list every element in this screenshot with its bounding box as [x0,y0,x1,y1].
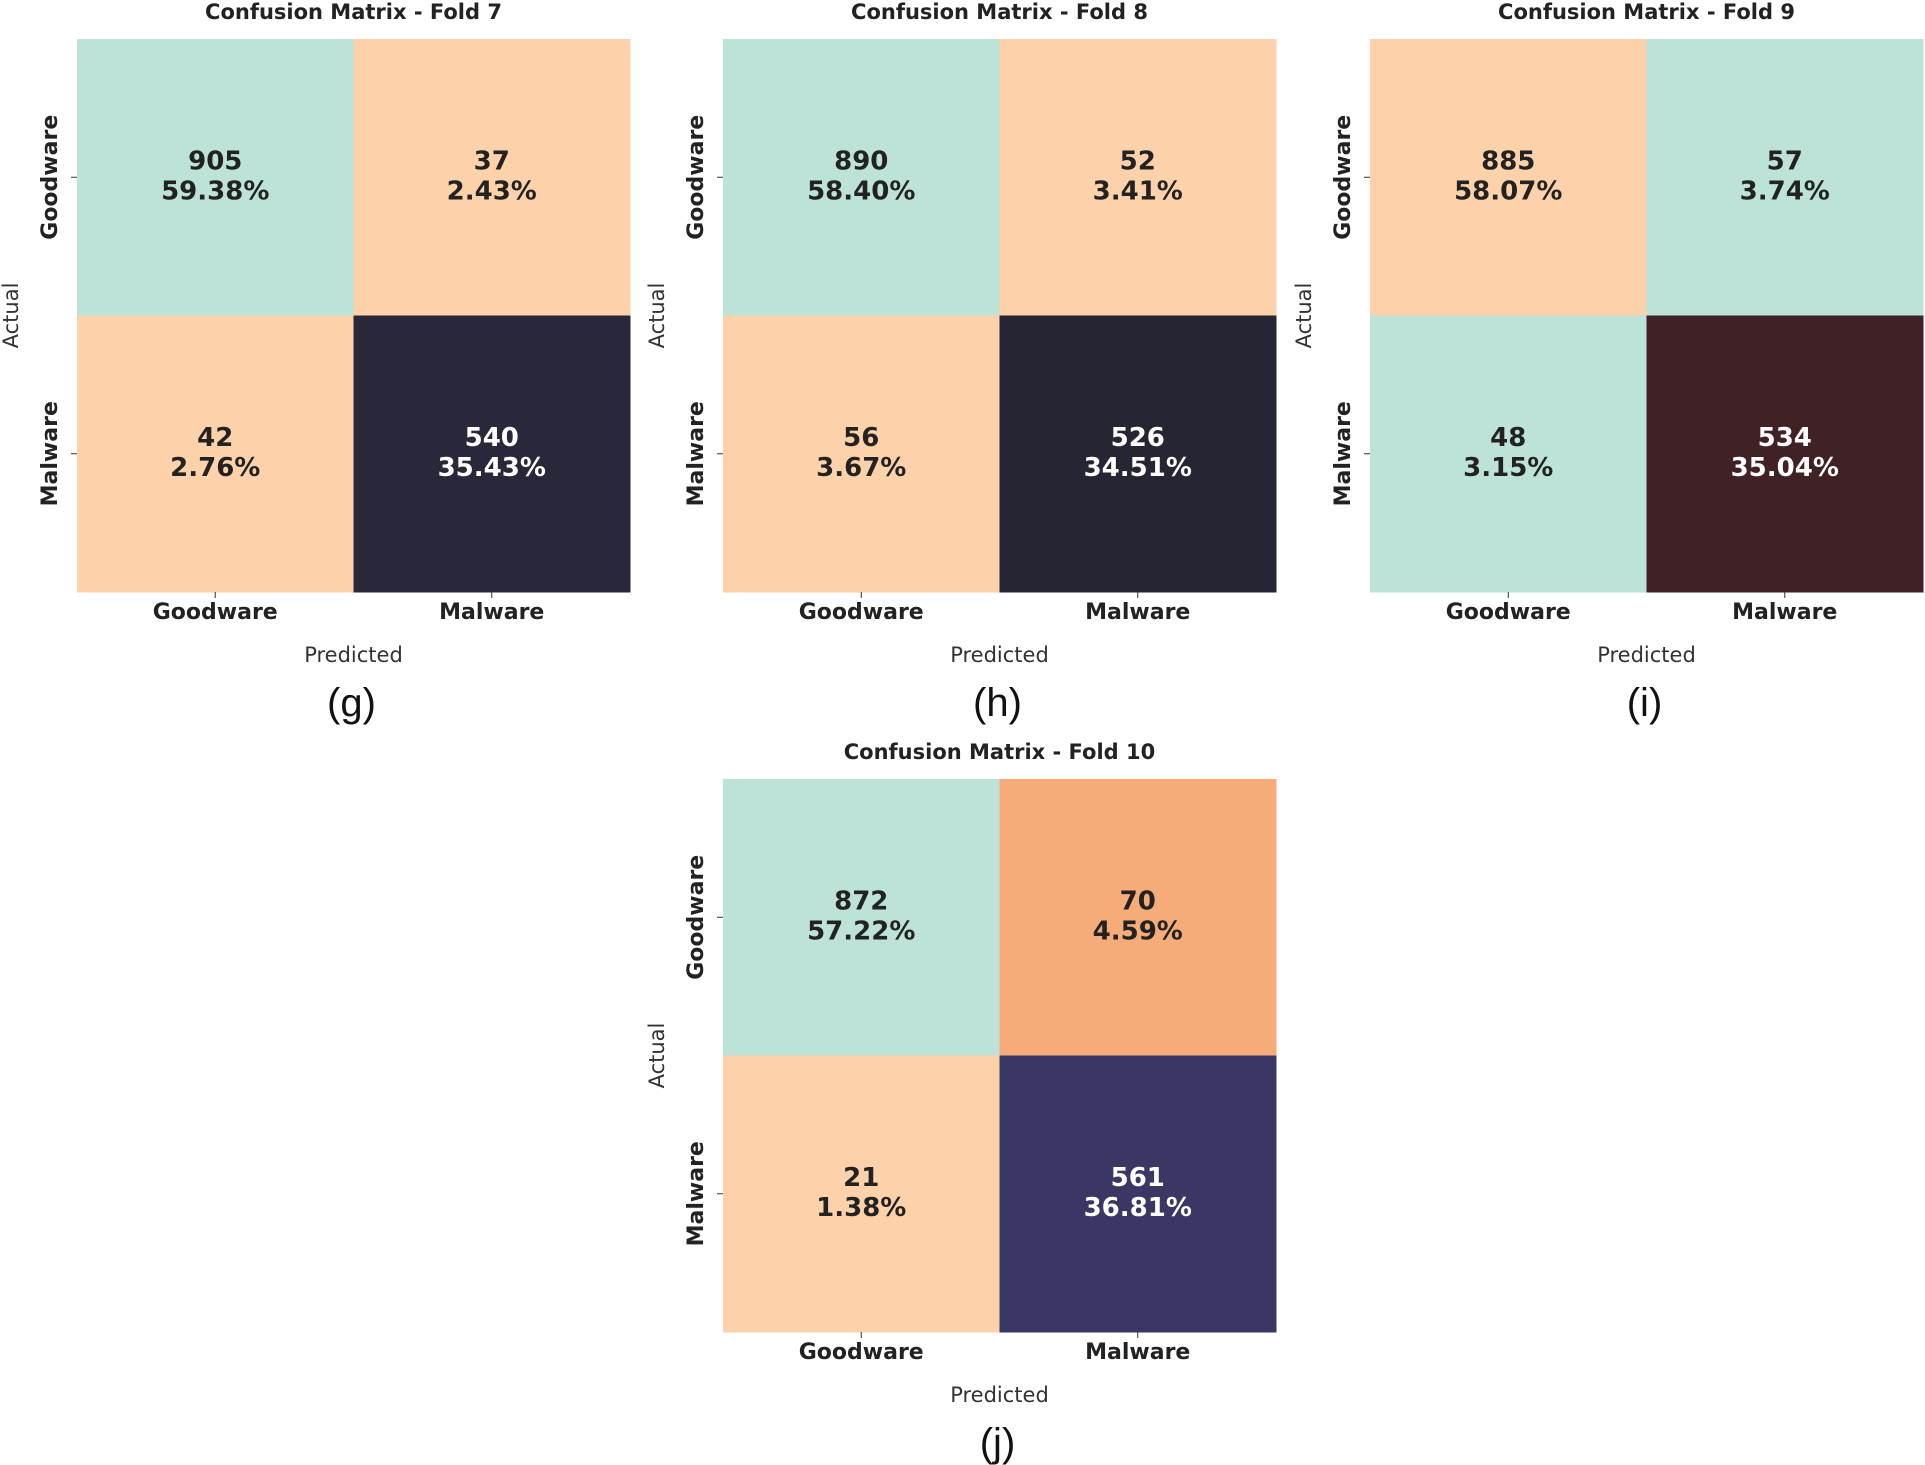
cell-percentage-label: 4.59% [1093,916,1183,946]
cell-count-label: 890 [834,146,888,176]
heatmap-cell-goodware-goodware [723,39,1000,316]
subfigure-caption: (j) [980,1421,1016,1465]
cell-percentage-label: 58.07% [1454,176,1562,206]
cell-count-label: 48 [1490,423,1526,453]
cell-percentage-label: 3.67% [816,453,906,483]
cell-percentage-label: 35.04% [1731,453,1839,483]
cell-percentage-label: 2.43% [447,176,537,206]
heatmap-cell-goodware-malware [1646,39,1924,316]
y-tick-label: Goodware [38,115,63,240]
heatmap-cell-malware-malware [999,315,1277,593]
cell-count-label: 561 [1111,1163,1165,1193]
y-tick-label: Malware [684,401,709,506]
heatmap-cell-goodware-malware [999,39,1277,316]
cell-percentage-label: 57.22% [807,916,915,946]
cell-percentage-label: 1.38% [816,1193,906,1223]
cell-percentage-label: 58.40% [807,176,915,206]
cell-count-label: 872 [834,886,888,916]
x-tick-label: Goodware [153,600,278,625]
y-tick-label: Goodware [1331,115,1356,240]
chart-title: Confusion Matrix - Fold 10 [844,740,1156,764]
cell-percentage-label: 3.41% [1093,176,1183,206]
cell-count-label: 885 [1481,146,1535,176]
x-tick-label: Malware [1085,600,1190,625]
chart-title: Confusion Matrix - Fold 8 [851,0,1148,24]
heatmap-cell-goodware-malware [999,779,1277,1056]
cell-percentage-label: 3.74% [1740,176,1830,206]
x-axis-label: Predicted [304,643,403,667]
heatmap-cell-goodware-malware [353,39,631,316]
cell-percentage-label: 35.43% [438,453,546,483]
x-tick-label: Goodware [1446,600,1571,625]
cell-count-label: 42 [197,423,233,453]
heatmap-cell-malware-goodware [723,315,1000,593]
heatmap-cell-malware-malware [999,1055,1277,1333]
chart-title: Confusion Matrix - Fold 7 [205,0,502,24]
cell-count-label: 56 [843,423,879,453]
y-axis-label: Actual [645,1023,669,1089]
x-tick-label: Goodware [799,600,924,625]
heatmap-cell-goodware-goodware [723,779,1000,1056]
x-axis-label: Predicted [950,1383,1049,1407]
subfigure-caption: (g) [327,681,376,725]
y-axis-label: Actual [645,283,669,349]
y-tick-label: Malware [38,401,63,506]
heatmap-cell-goodware-goodware [1370,39,1647,316]
cell-count-label: 534 [1758,423,1812,453]
y-tick-label: Goodware [684,115,709,240]
y-tick-label: Malware [684,1141,709,1246]
heatmap-cell-malware-malware [353,315,631,593]
cell-percentage-label: 2.76% [170,453,260,483]
cell-count-label: 70 [1120,886,1156,916]
cell-percentage-label: 3.15% [1463,453,1553,483]
cell-percentage-label: 59.38% [161,176,269,206]
heatmap-cell-goodware-goodware [77,39,354,316]
heatmap-cell-malware-goodware [1370,315,1647,593]
cell-count-label: 52 [1120,146,1156,176]
cell-count-label: 57 [1767,146,1803,176]
cell-count-label: 21 [843,1163,879,1193]
cell-percentage-label: 34.51% [1084,453,1192,483]
cell-count-label: 905 [188,146,242,176]
x-tick-label: Malware [1732,600,1837,625]
y-tick-label: Goodware [684,855,709,980]
x-tick-label: Goodware [799,1340,924,1365]
chart-title: Confusion Matrix - Fold 9 [1498,0,1795,24]
x-tick-label: Malware [439,600,544,625]
cell-count-label: 37 [474,146,510,176]
x-tick-label: Malware [1085,1340,1190,1365]
x-axis-label: Predicted [1597,643,1696,667]
heatmap-cell-malware-goodware [77,315,354,593]
y-axis-label: Actual [1292,283,1316,349]
y-tick-label: Malware [1331,401,1356,506]
cell-count-label: 540 [465,423,519,453]
heatmap-cell-malware-malware [1646,315,1924,593]
y-axis-label: Actual [0,283,23,349]
cell-count-label: 526 [1111,423,1165,453]
subfigure-caption: (i) [1627,681,1663,725]
x-axis-label: Predicted [950,643,1049,667]
heatmap-cell-malware-goodware [723,1055,1000,1333]
cell-percentage-label: 36.81% [1084,1193,1192,1223]
subfigure-caption: (h) [973,681,1022,725]
